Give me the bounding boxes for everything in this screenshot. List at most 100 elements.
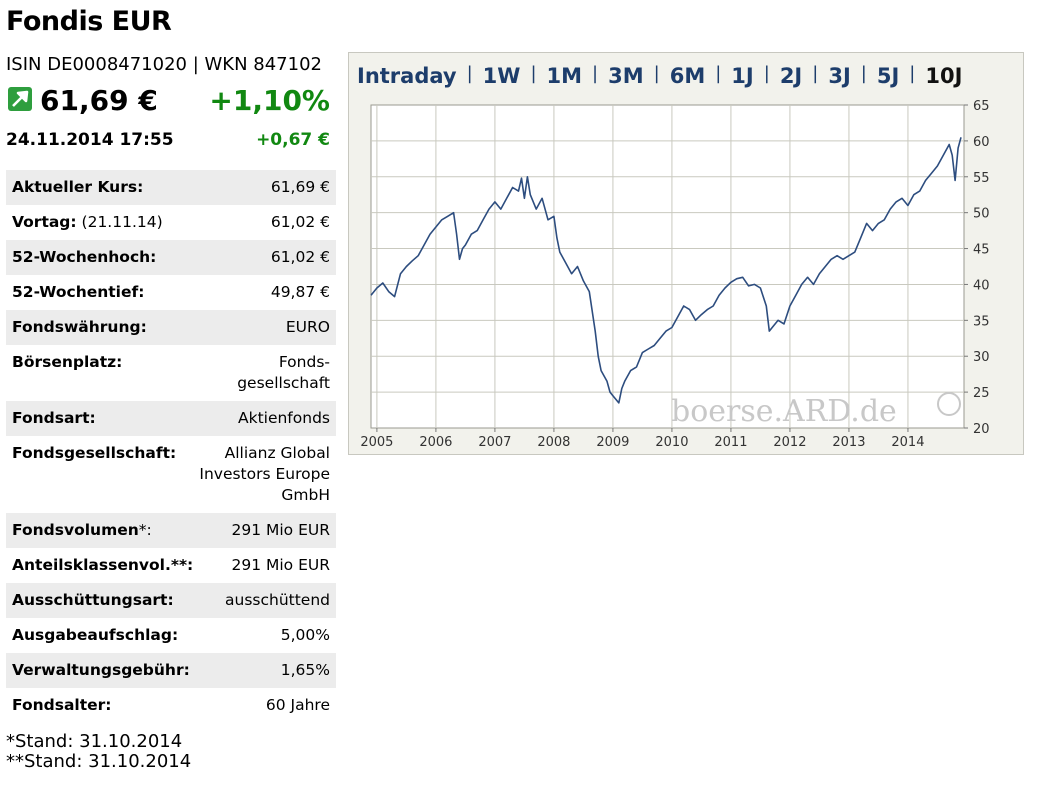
x-tick-label: 2013: [832, 435, 865, 450]
detail-row: 52-Wochenhoch: 61,02 €: [6, 240, 336, 275]
isin-wkn-line: ISIN DE0008471020 | WKN 847102: [6, 54, 322, 75]
detail-label-sub: (21.11.14): [76, 213, 163, 231]
detail-label-text: Fondsgesellschaft:: [12, 444, 177, 462]
detail-row: Verwaltungsgebühr: 1,65%: [6, 653, 336, 688]
tab-intraday[interactable]: Intraday: [357, 64, 457, 88]
y-tick-label: 45: [973, 243, 990, 258]
detail-row: Fondsvolumen*: 291 Mio EUR: [6, 513, 336, 548]
detail-label: Fondsgesellschaft:: [12, 443, 176, 506]
x-tick-label: 2010: [655, 435, 688, 450]
price-chart-panel: Intraday | 1W | 1M | 3M | 6M | 1J | 2J | 3J | 5J | 10J 20 2…: [348, 52, 1024, 455]
detail-value: 5,00%: [280, 626, 330, 644]
detail-label-text: Anteilsklassenvol.**:: [12, 556, 194, 574]
tab-separator: |: [530, 62, 537, 84]
x-tick-label: 2005: [360, 435, 393, 450]
watermark-text: boerse.ARD.de: [671, 394, 897, 429]
detail-value: ausschüttend: [225, 591, 330, 609]
detail-row: Fondsart: Aktienfonds: [6, 401, 336, 436]
y-tick-label: 35: [973, 314, 990, 329]
y-tick-label: 20: [973, 422, 990, 437]
timerange-tabs: Intraday | 1W | 1M | 3M | 6M | 1J | 2J | 3J | 5J | 10J: [357, 61, 962, 91]
tab-1j[interactable]: 1J: [731, 64, 754, 88]
detail-value: Fonds-gesellschaft: [237, 353, 330, 392]
detail-label: Börsenplatz:: [12, 352, 122, 394]
detail-label: Fondsart:: [12, 408, 96, 429]
detail-label: Aktueller Kurs:: [12, 177, 143, 198]
detail-label: Ausschüttungsart:: [12, 590, 174, 611]
detail-row: Fondsalter: 60 Jahre: [6, 688, 336, 723]
detail-row: Anteilsklassenvol.**: 291 Mio EUR: [6, 548, 336, 583]
tab-1m[interactable]: 1M: [546, 64, 583, 88]
detail-value: 291 Mio EUR: [231, 556, 330, 574]
fund-title: Fondis EUR: [6, 6, 172, 37]
x-tick-label: 2012: [773, 435, 806, 450]
y-tick-label: 30: [973, 350, 990, 365]
tab-separator: |: [812, 62, 819, 84]
ard-logo-icon: [937, 392, 961, 416]
detail-row: 52-Wochentief: 49,87 €: [6, 275, 336, 310]
detail-label-text: Vortag:: [12, 213, 77, 231]
detail-label: Ausgabeaufschlag:: [12, 625, 178, 646]
tab-separator: |: [592, 62, 599, 84]
detail-value: 291 Mio EUR: [231, 521, 330, 539]
detail-label: Fondsalter:: [12, 695, 112, 716]
quote-datetime: 24.11.2014 17:55: [6, 130, 174, 150]
x-tick-label: 2009: [596, 435, 629, 450]
detail-value: 61,02 €: [270, 248, 330, 266]
detail-label: Vortag: (21.11.14): [12, 212, 163, 233]
y-tick-label: 25: [973, 386, 990, 401]
tab-1w[interactable]: 1W: [482, 64, 521, 88]
detail-label-text: Fondsvolumen: [12, 521, 139, 539]
y-tick-label: 40: [973, 278, 990, 293]
detail-value: 61,69 €: [270, 178, 330, 196]
detail-value: Allianz Global Investors Europe GmbH: [199, 444, 330, 504]
detail-value: 61,02 €: [270, 213, 330, 231]
tab-3j[interactable]: 3J: [828, 64, 851, 88]
change-absolute: +0,67 €: [256, 130, 330, 150]
detail-value: 1,65%: [280, 661, 330, 679]
detail-label-text: Ausgabeaufschlag:: [12, 626, 179, 644]
detail-label: Fondsvolumen*:: [12, 520, 152, 541]
footnote: **Stand: 31.10.2014: [6, 751, 192, 772]
detail-label-text: Verwaltungsgebühr:: [12, 661, 190, 679]
detail-label-text: 52-Wochenhoch:: [12, 248, 157, 266]
plot-area: [370, 104, 965, 429]
detail-label-text: 52-Wochentief:: [12, 283, 145, 301]
detail-value: EURO: [285, 318, 330, 336]
detail-row: Fondswährung: EURO: [6, 310, 336, 345]
x-tick-label: 2014: [891, 435, 924, 450]
tab-5j[interactable]: 5J: [876, 64, 900, 88]
footnote: *Stand: 31.10.2014: [6, 731, 183, 752]
tab-2j[interactable]: 2J: [779, 64, 803, 88]
tab-separator: |: [860, 62, 867, 84]
tab-separator: |: [763, 62, 770, 84]
tab-6m[interactable]: 6M: [669, 64, 706, 88]
detail-label: Fondswährung:: [12, 317, 147, 338]
y-tick-label: 65: [973, 99, 990, 114]
x-tick-label: 2007: [478, 435, 511, 450]
y-tick-label: 55: [973, 171, 990, 186]
detail-label: 52-Wochentief:: [12, 282, 144, 303]
detail-label: 52-Wochenhoch:: [12, 247, 156, 268]
detail-label-text: Fondswährung:: [12, 318, 147, 336]
tab-3m[interactable]: 3M: [608, 64, 644, 88]
current-price: 61,69 €: [40, 84, 158, 117]
price-chart: 20 25 30 35 40 45 50 55 60 65 2005 2006 2007 2008 2009…: [360, 99, 990, 450]
detail-label-text: Fondsalter:: [12, 696, 112, 714]
detail-row: Ausgabeaufschlag: 5,00%: [6, 618, 336, 653]
y-tick-label: 50: [973, 207, 990, 222]
detail-value: Aktienfonds: [237, 409, 330, 427]
detail-row: Ausschüttungsart: ausschüttend: [6, 583, 336, 618]
detail-label-sub: *:: [138, 521, 152, 539]
tab-separator: |: [653, 62, 660, 84]
tab-10j[interactable]: 10J: [925, 64, 963, 88]
detail-label: Anteilsklassenvol.**:: [12, 555, 193, 576]
y-tick-label: 60: [973, 135, 990, 150]
detail-label: Verwaltungsgebühr:: [12, 660, 190, 681]
fund-details-table: Aktueller Kurs: 61,69 € Vortag: (21.11.14)…: [6, 170, 336, 723]
change-percent: +1,10%: [209, 84, 330, 117]
tab-separator: |: [715, 62, 722, 84]
tab-separator: |: [909, 62, 916, 84]
detail-row: Börsenplatz: Fonds-gesellschaft: [6, 345, 336, 401]
detail-label-text: Fondsart:: [12, 409, 96, 427]
